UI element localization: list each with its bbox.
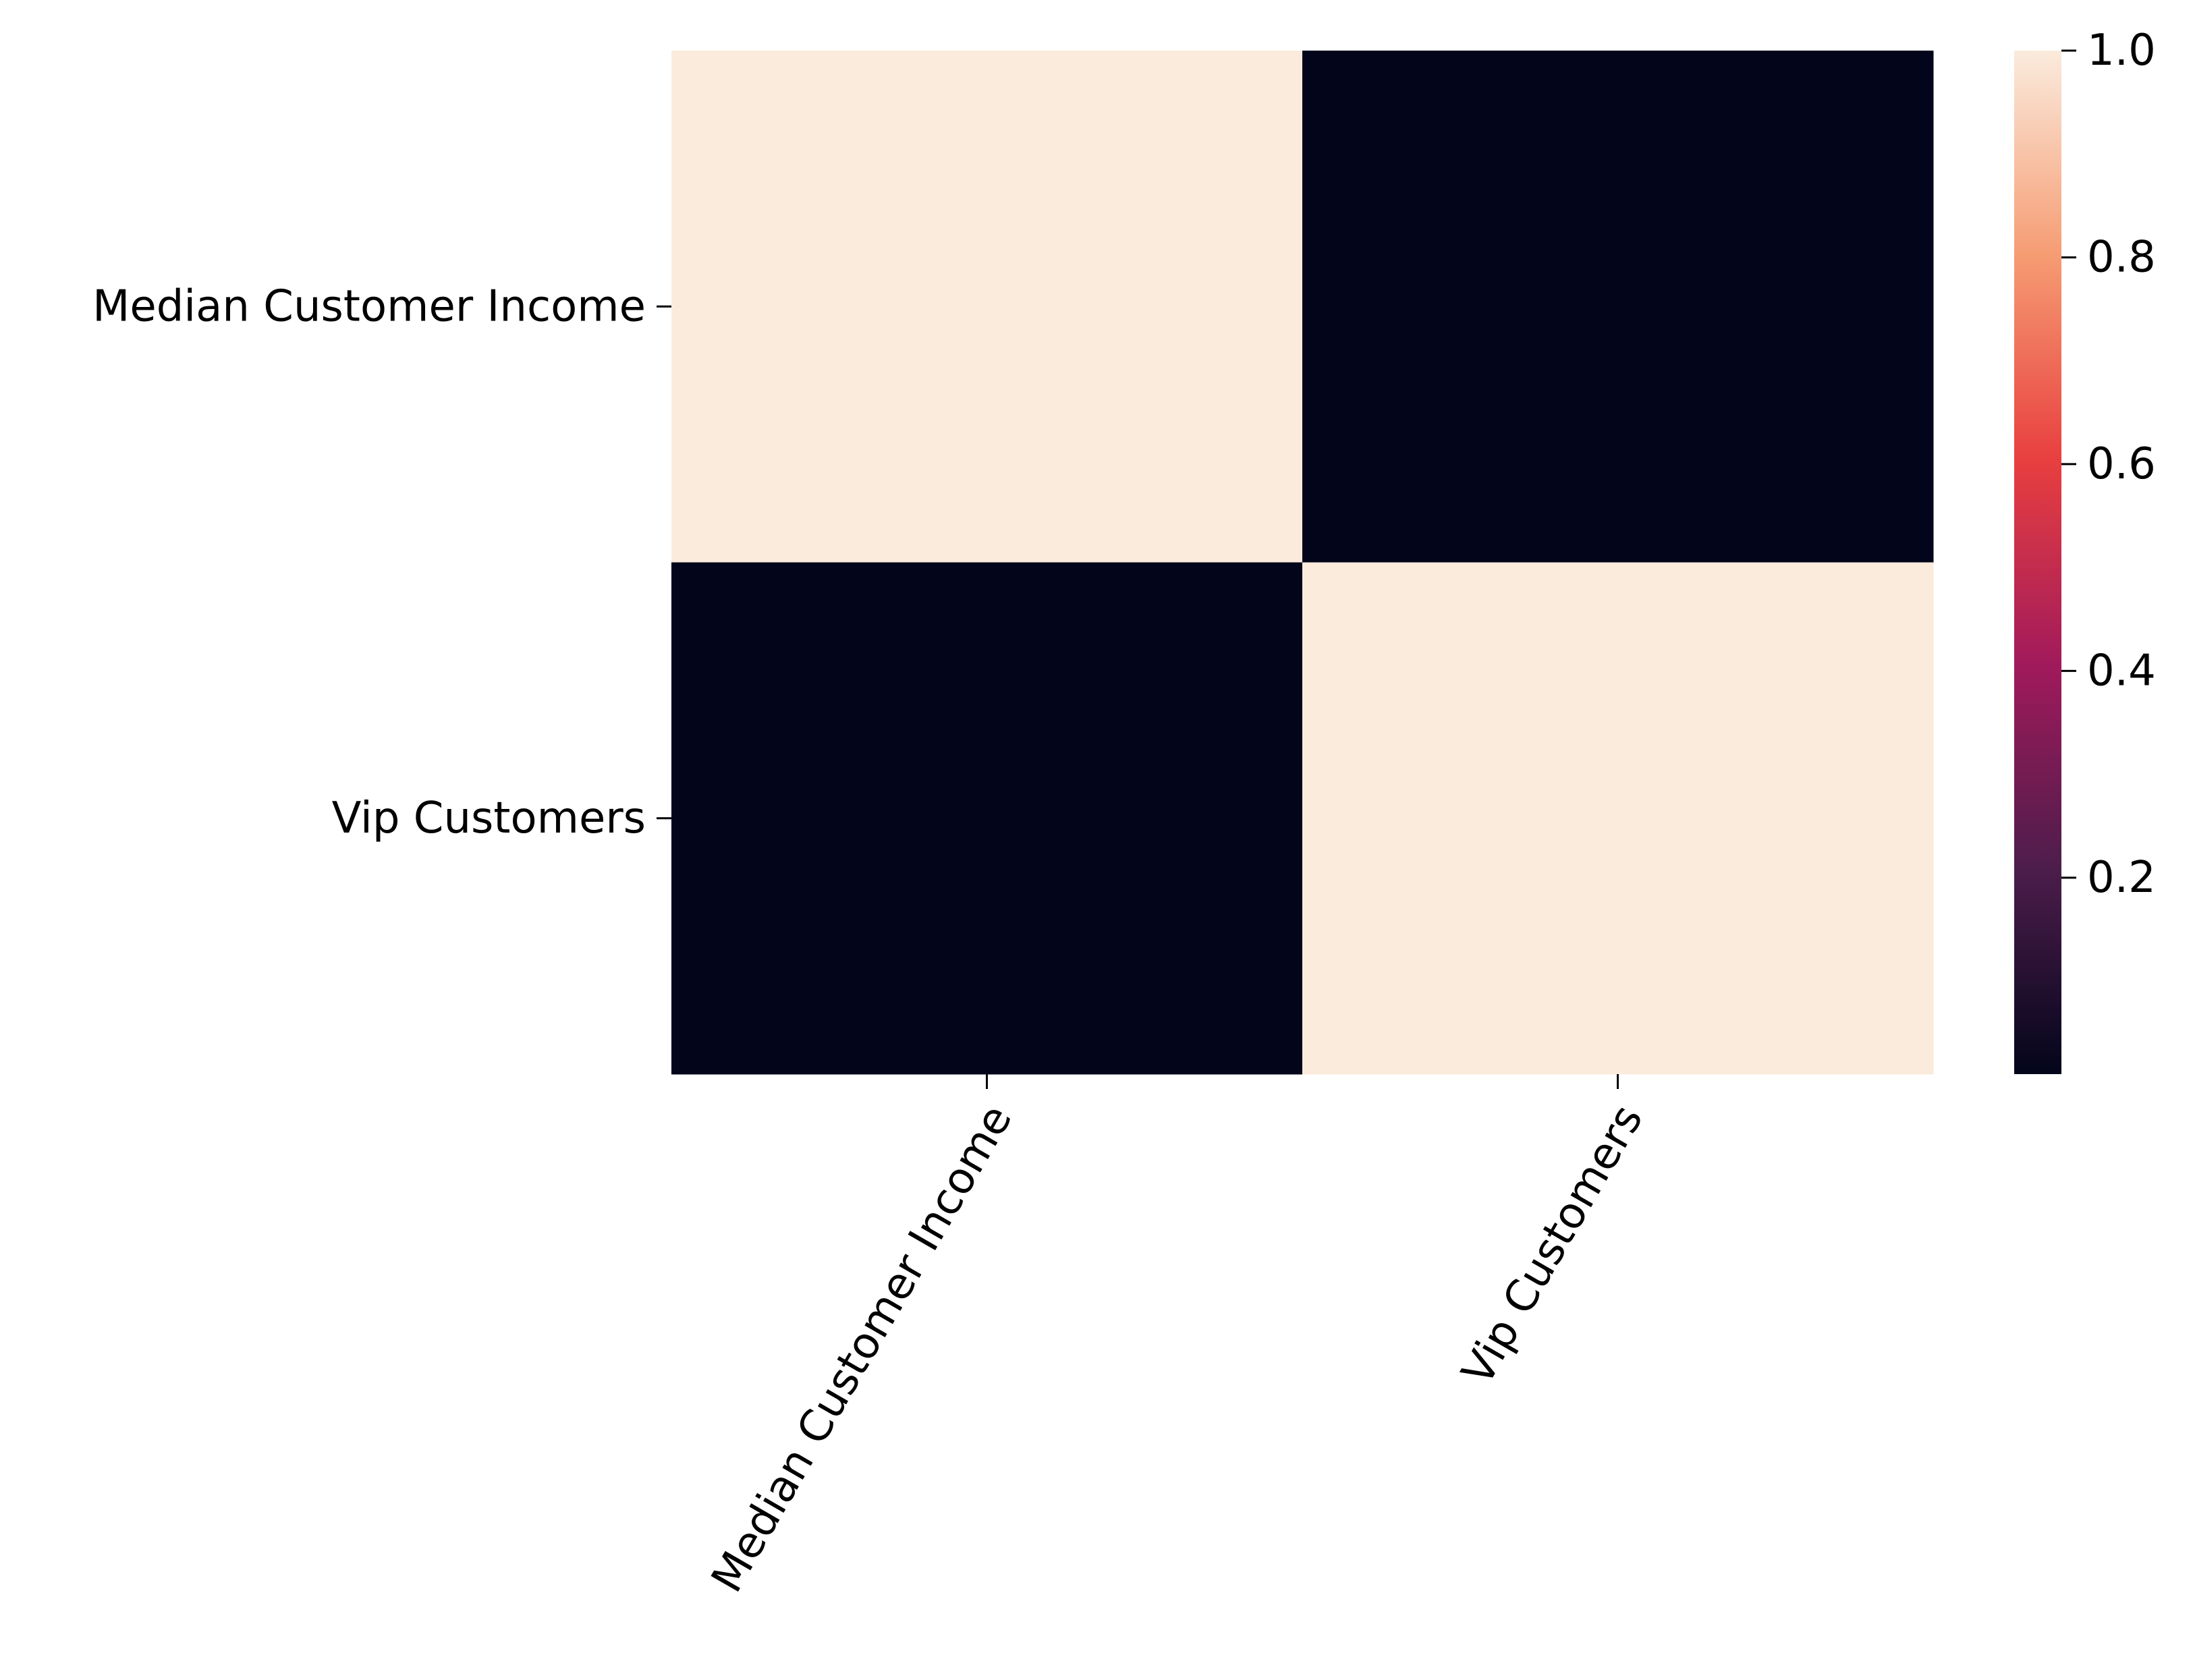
colorbar-tick-label: 0.2 (2087, 853, 2156, 903)
colorbar-tick-label: 0.6 (2087, 439, 2156, 489)
heatmap-cell (1302, 51, 1934, 563)
colorbar-gradient (2014, 51, 2061, 1074)
y-axis: Median Customer Income Vip Customers (92, 281, 671, 843)
x-tick-label: Median Customer Income (702, 1097, 1022, 1601)
heatmap-cell (671, 51, 1303, 563)
heatmap-cells (671, 51, 1934, 1075)
colorbar-tick-label: 1.0 (2087, 26, 2156, 76)
colorbar-tick-label: 0.8 (2087, 232, 2156, 282)
y-tick-label: Median Customer Income (92, 281, 646, 331)
heatmap-cell (1302, 562, 1934, 1075)
y-tick-label: Vip Customers (332, 793, 646, 843)
x-axis: Median Customer Income Vip Customers (702, 1074, 1653, 1601)
colorbar: 0.2 0.4 0.6 0.8 1.0 (2014, 26, 2156, 1074)
colorbar-tick-label: 0.4 (2087, 646, 2156, 696)
heatmap-cell (671, 562, 1303, 1075)
x-tick-label: Vip Customers (1453, 1097, 1653, 1394)
